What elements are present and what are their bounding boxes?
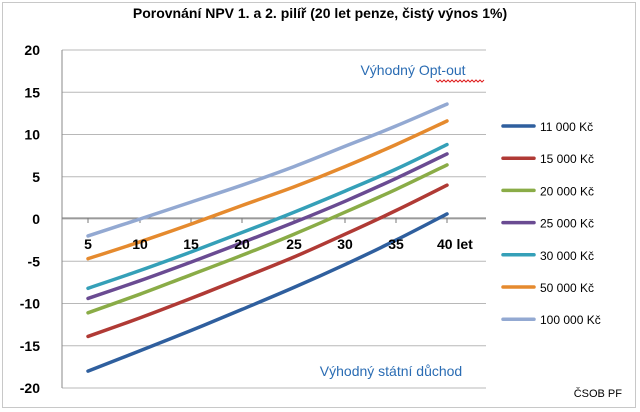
series-line-3 [86,163,449,315]
spellcheck-underline [435,79,485,83]
x-tick-label: 5 [84,236,92,252]
y-tick-label: -20 [20,380,40,396]
y-tick-label: 10 [24,127,40,143]
series-line-4 [86,152,449,301]
series-line-2 [86,183,449,339]
x-tick-label: 40 let [437,236,473,252]
y-tick-label: 5 [32,169,40,185]
annotation-state-pension: Výhodný státní důchod [320,363,462,379]
x-tick-label: 35 [388,236,404,252]
annotations: Výhodný Opt-out Výhodný státní důchod [320,62,485,379]
x-tick-label: 10 [132,236,148,252]
x-tick-label: 25 [286,236,302,252]
source-credit: ČSOB PF [573,388,622,400]
tick-labels: -20 -15 -10 -5 0 5 10 15 20 5 10 15 20 25 30 35 40 let [20,42,473,396]
legend-label-4: 25 000 Kč [540,217,594,231]
y-tick-label: 15 [24,84,40,100]
series-lines [86,102,449,373]
series-line-5 [86,142,449,291]
legend-label-5: 30 000 Kč [540,249,594,263]
legend-label-1: 11 000 Kč [540,120,593,134]
series-line-7 [86,102,449,238]
y-tick-label: -10 [20,296,40,312]
legend-label-3: 20 000 Kč [540,184,594,198]
annotation-optout: Výhodný Opt-out [360,62,465,78]
legend-label-2: 15 000 Kč [540,152,594,166]
legend-label-7: 100 000 Kč [540,313,601,327]
y-tick-label: -15 [20,338,40,354]
legend-label-6: 50 000 Kč [540,281,594,295]
y-tick-label: 20 [24,42,40,58]
y-tick-label: 0 [32,211,40,227]
x-tick-label: 20 [234,236,250,252]
chart-frame [2,2,636,408]
chart-title: Porovnání NPV 1. a 2. pilíř (20 let penz… [132,5,508,21]
series-line-6 [86,119,449,261]
series-line-1 [86,212,449,373]
y-tick-label: -5 [28,253,41,269]
x-tick-label: 30 [337,236,353,252]
axes [61,50,486,388]
x-tick-label: 15 [183,236,199,252]
legend: 11 000 Kč 15 000 Kč 20 000 Kč 25 000 Kč 30 0… [501,120,601,327]
